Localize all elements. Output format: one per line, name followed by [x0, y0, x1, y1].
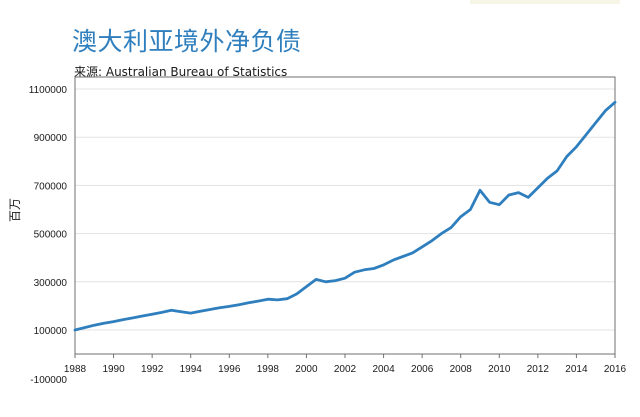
series-line [73, 100, 617, 332]
gridlines [75, 88, 615, 331]
y-tick-label: 100000 [34, 326, 68, 337]
x-tick-label: 2014 [565, 364, 588, 375]
x-tick-label: 2000 [295, 364, 318, 375]
x-tick-label: 2010 [488, 364, 511, 375]
x-tick-label: 1990 [102, 364, 125, 375]
series-group [73, 100, 617, 332]
x-tick-label: 2002 [334, 364, 357, 375]
x-tick-label: 2006 [411, 364, 434, 375]
x-tick-label: 1998 [257, 364, 280, 375]
chart-title: 澳大利亚境外净负债 [72, 27, 302, 56]
y-tick-label: 700000 [34, 181, 68, 192]
x-tick-label: 2012 [527, 364, 550, 375]
y-tick-label: 500000 [34, 230, 68, 241]
x-tick-label: 1994 [180, 364, 203, 375]
chart-source: 来源: Australian Bureau of Statistics [74, 65, 288, 79]
y-tick-label: -100000 [30, 375, 67, 386]
x-tick-label: 2016 [604, 364, 627, 375]
x-axis: 1988 1990 1992 1994 1996 1998 2000 2002 2004 2006… [64, 354, 627, 375]
x-tick-label: 1992 [141, 364, 164, 375]
decorative-top-bar [470, 0, 620, 4]
x-tick-label: 2008 [450, 364, 473, 375]
y-tick-label: 300000 [34, 278, 68, 289]
y-tick-label: 1100000 [29, 85, 68, 96]
x-tick-label: 2004 [372, 364, 395, 375]
x-tick-label: 1988 [64, 364, 87, 375]
y-axis: 1100000 900000 700000 500000 300000 100000 -10… [29, 85, 68, 386]
x-tick-label: 1996 [218, 364, 241, 375]
y-tick-label: 900000 [34, 133, 68, 144]
